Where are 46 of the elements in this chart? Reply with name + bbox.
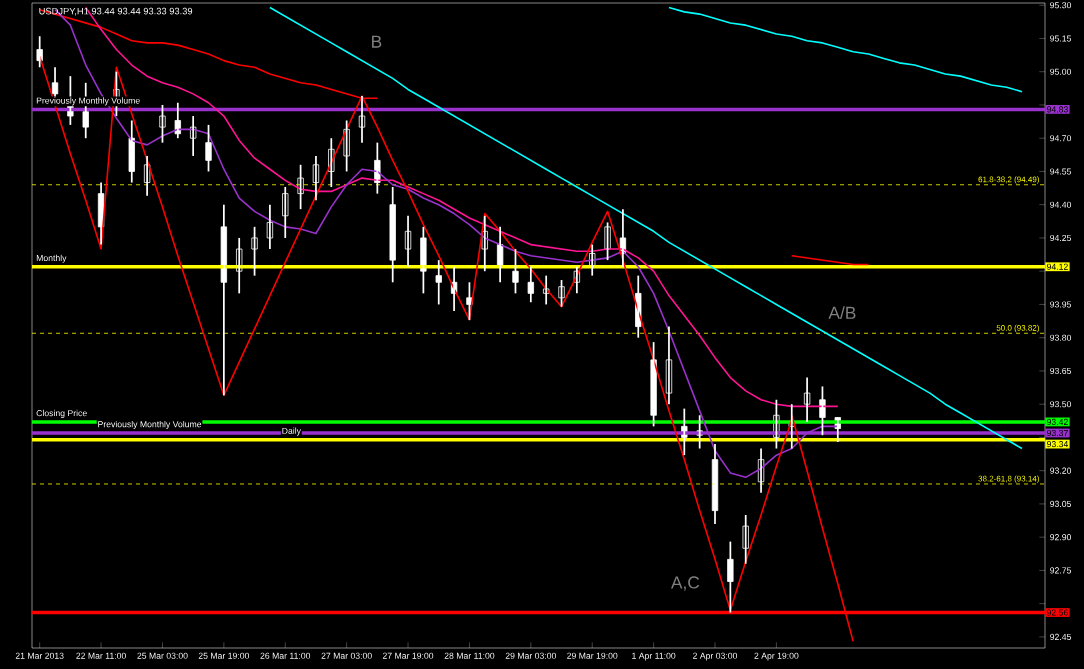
y-tick-label: 92.90 (1050, 534, 1072, 541)
x-tick-label: 28 Mar 11:00 (444, 652, 495, 659)
ref-line-label: 93.42 (1047, 418, 1068, 425)
x-tick-label: 1 Apr 11:00 (632, 652, 676, 661)
y-tick-label: 92.45 (1050, 633, 1072, 640)
annotation: B (372, 35, 382, 48)
annotation: A/B (828, 306, 856, 319)
ref-line-label: 93.37 (1047, 429, 1068, 437)
y-tick-label: 93.20 (1050, 467, 1072, 474)
ref-line-label: 94.12 (1047, 263, 1068, 270)
x-tick-label: 2 Apr 03:00 (693, 652, 738, 661)
ref-line-label: 38.2-61,8 (93.14) (978, 475, 1039, 484)
y-tick-label: 94.55 (1050, 168, 1072, 175)
y-tick-label: 92.75 (1050, 567, 1072, 574)
x-tick-label: 25 Mar 03:00 (137, 652, 188, 659)
y-tick-label: 93.95 (1050, 301, 1072, 308)
x-tick-label: 29 Mar 03:00 (505, 652, 557, 659)
y-tick-label: 94.25 (1050, 234, 1072, 242)
y-tick-label: 95.30 (1050, 2, 1072, 9)
y-tick-label: 95.00 (1050, 68, 1072, 75)
x-tick-label: 27 Mar 19:00 (382, 652, 434, 659)
x-tick-label: 26 Mar 11:00 (260, 652, 311, 659)
y-tick-label: 93.65 (1050, 367, 1072, 375)
annotation: Previously Monthly Volume (98, 420, 202, 429)
x-tick-label: 21 Mar 2013 (15, 652, 64, 659)
y-tick-label: 93.50 (1050, 401, 1072, 408)
annotation: A,C (670, 576, 700, 591)
y-tick-label: 94.70 (1050, 135, 1072, 142)
y-tick-label: 94.40 (1050, 201, 1072, 208)
ref-line-label: 61.8-38,2 (94.49) (978, 176, 1039, 184)
annotation: Daily (282, 427, 301, 436)
x-tick-label: 22 Mar 11:00 (76, 652, 126, 659)
ref-line-label: 50.0 (93.82) (996, 324, 1039, 333)
ref-line-label: 92.56 (1047, 609, 1068, 616)
ref-line-label: 94.83 (1047, 106, 1068, 113)
y-tick-label: 95.15 (1050, 35, 1072, 42)
y-tick-label: 93.80 (1050, 334, 1072, 341)
ref-line-label: 93.34 (1047, 441, 1069, 448)
annotation: Monthly (36, 254, 67, 263)
annotation: Previously Monthly Volume (36, 97, 140, 106)
x-tick-label: 27 Mar 03:00 (321, 652, 372, 659)
x-tick-label: 29 Mar 19:00 (567, 652, 618, 659)
annotation: Closing Price (36, 409, 87, 418)
x-tick-label: 25 Mar 19:00 (198, 652, 250, 659)
y-tick-label: 93.05 (1050, 500, 1072, 507)
x-tick-label: 2 Apr 19:00 (754, 652, 799, 661)
